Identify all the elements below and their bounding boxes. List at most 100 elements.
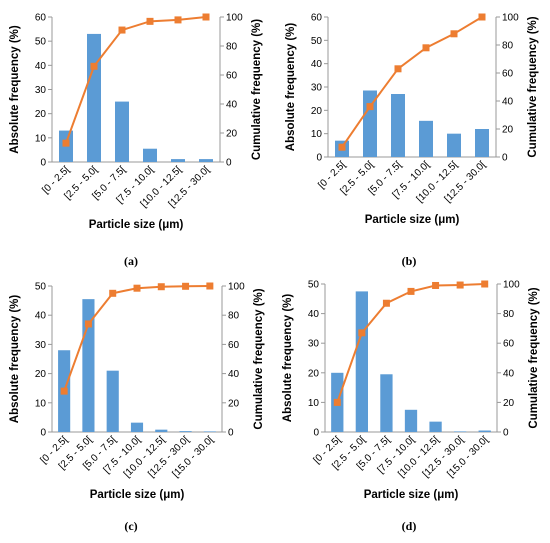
right-tick-label: 100 (226, 13, 243, 24)
left-tick-label: 20 (35, 369, 47, 380)
bar (130, 422, 144, 432)
bar (355, 291, 368, 432)
left-tick-label: 20 (311, 106, 323, 117)
cumulative-marker (382, 299, 390, 307)
y-axis-title: Absolute frequency (%) (9, 25, 21, 154)
left-tick-label: 10 (308, 398, 320, 409)
right-tick-label: 60 (502, 69, 514, 80)
left-tick-label: 30 (311, 83, 323, 94)
cumulative-marker (174, 16, 182, 24)
left-tick-label: 40 (308, 309, 320, 320)
panel-label: (a) (124, 254, 138, 268)
y-axis-title: Absolute frequency (%) (9, 295, 21, 424)
cumulative-line (341, 16, 483, 148)
bar (419, 120, 433, 157)
bar (203, 431, 216, 432)
bar (143, 148, 157, 162)
right-tick-label: 0 (228, 428, 234, 439)
cumulative-marker (432, 281, 440, 289)
bar (447, 133, 461, 157)
y-axis-right-title: Cumulative frequency (%) (527, 16, 539, 157)
bar (87, 33, 101, 162)
bar (380, 374, 393, 432)
cumulative-marker (394, 65, 402, 73)
cumulative-marker (133, 284, 141, 292)
left-tick-label: 60 (311, 13, 323, 24)
right-tick-label: 80 (226, 42, 238, 53)
right-tick-label: 60 (503, 339, 515, 350)
right-tick-label: 0 (503, 428, 509, 439)
y-axis-right-title: Cumulative frequency (%) (528, 287, 540, 428)
x-axis-title: Particle size (μm) (365, 214, 460, 226)
left-tick-label: 30 (35, 85, 47, 96)
cumulative-marker (202, 13, 210, 21)
y-axis-title: Absolute frequency (%) (285, 23, 297, 152)
cumulative-marker (422, 44, 430, 52)
right-tick-label: 80 (228, 311, 240, 322)
right-tick-label: 20 (226, 129, 238, 140)
cumulative-marker (478, 13, 486, 21)
right-tick-label: 20 (228, 398, 240, 409)
left-tick-label: 50 (35, 37, 47, 48)
y-axis-title: Absolute frequency (%) (282, 294, 294, 423)
left-tick-label: 30 (35, 340, 47, 351)
cumulative-marker (333, 398, 341, 406)
cumulative-marker (146, 17, 154, 25)
right-tick-label: 20 (503, 398, 515, 409)
right-tick-label: 100 (502, 13, 519, 24)
cumulative-marker (60, 387, 68, 395)
right-tick-label: 40 (226, 100, 238, 111)
left-tick-label: 40 (35, 311, 47, 322)
bar (391, 94, 405, 157)
panel-label: (c) (124, 519, 137, 533)
right-tick-label: 100 (228, 282, 245, 293)
bar (115, 101, 129, 162)
bar (478, 430, 491, 432)
cumulative-marker (366, 103, 374, 111)
bar (155, 429, 168, 432)
cumulative-marker (338, 143, 346, 151)
x-axis-title: Particle size (μm) (89, 219, 184, 231)
cumulative-marker (62, 139, 70, 147)
bar (475, 129, 489, 157)
right-tick-label: 100 (503, 280, 520, 291)
left-tick-label: 10 (311, 129, 323, 140)
right-tick-label: 80 (503, 309, 515, 320)
cumulative-marker (206, 282, 214, 290)
cumulative-marker (182, 282, 190, 290)
left-tick-label: 20 (308, 368, 320, 379)
left-tick-label: 0 (40, 428, 46, 439)
right-tick-label: 40 (502, 97, 514, 108)
right-tick-label: 0 (502, 153, 508, 164)
panel-label: (b) (402, 254, 417, 268)
cumulative-marker (157, 283, 165, 291)
right-tick-label: 40 (228, 369, 240, 380)
left-tick-label: 10 (35, 398, 47, 409)
right-tick-label: 60 (226, 71, 238, 82)
left-tick-label: 50 (35, 282, 47, 293)
y-axis-right-title: Cumulative frequency (%) (253, 288, 265, 429)
bar (106, 370, 119, 432)
cumulative-marker (84, 320, 92, 328)
left-tick-label: 50 (311, 36, 323, 47)
cumulative-line (65, 16, 207, 144)
left-tick-label: 0 (313, 428, 319, 439)
left-tick-label: 40 (35, 61, 47, 72)
bar (454, 431, 467, 432)
cumulative-marker (481, 280, 489, 288)
cumulative-marker (456, 281, 464, 289)
cumulative-marker (358, 329, 366, 337)
left-tick-label: 0 (40, 158, 46, 169)
right-tick-label: 60 (228, 340, 240, 351)
cumulative-marker (450, 30, 458, 38)
left-tick-label: 40 (311, 59, 323, 70)
left-tick-label: 50 (308, 280, 320, 291)
left-tick-label: 10 (35, 133, 47, 144)
bar (179, 431, 192, 432)
y-axis-right-title: Cumulative frequency (%) (251, 19, 263, 160)
